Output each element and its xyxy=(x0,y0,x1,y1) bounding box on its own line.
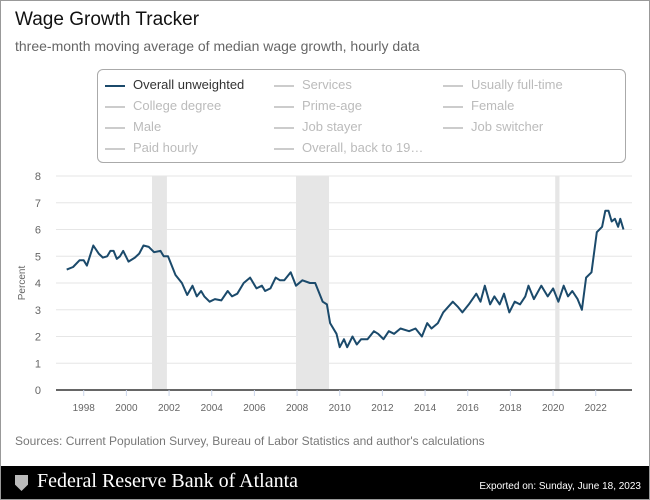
line-chart: 0 1 2 3 4 5 6 7 8 1998 2000 2002 2004 2006 2008 2010 201… xyxy=(17,171,632,414)
legend-item[interactable]: Usually full-time xyxy=(443,77,563,92)
legend-item[interactable]: Paid hourly xyxy=(105,140,198,155)
legend-swatch xyxy=(443,126,463,129)
legend-swatch xyxy=(443,105,463,108)
x-tick-label: 2014 xyxy=(414,403,437,414)
x-tick-label: 2020 xyxy=(542,403,565,414)
legend-label: Overall unweighted xyxy=(133,77,245,92)
x-tick-label: 2010 xyxy=(329,403,352,414)
y-tick-label: 8 xyxy=(35,171,41,183)
x-tick-label: 1998 xyxy=(73,403,96,414)
legend-label: College degree xyxy=(133,98,222,113)
legend-item[interactable]: Male xyxy=(105,119,161,134)
x-tick-label: 2016 xyxy=(457,403,480,414)
legend-swatch xyxy=(274,105,294,108)
x-tick-label: 2004 xyxy=(201,403,224,414)
legend-label: Prime-age xyxy=(302,98,362,113)
legend-label: Overall, back to 19… xyxy=(302,140,424,155)
legend-label: Usually full-time xyxy=(471,77,563,92)
legend-swatch xyxy=(443,84,463,87)
y-tick-label: 1 xyxy=(35,358,41,370)
legend-item[interactable]: Job stayer xyxy=(274,119,362,134)
legend-swatch xyxy=(105,147,125,150)
legend-label: Female xyxy=(471,98,515,113)
legend-label: Services xyxy=(302,77,352,92)
legend-item[interactable]: Overall, back to 19… xyxy=(274,140,423,155)
y-tick-label: 0 xyxy=(35,385,41,397)
legend-label: Job switcher xyxy=(471,119,544,134)
legend-swatch xyxy=(274,147,294,150)
legend-swatch xyxy=(105,84,125,87)
legend-swatch xyxy=(105,105,125,108)
legend-label: Paid hourly xyxy=(133,140,199,155)
y-axis-label: Percent xyxy=(17,266,28,301)
y-tick-label: 7 xyxy=(35,198,41,210)
exported-date: Exported on: Sunday, June 18, 2023 xyxy=(479,481,641,492)
x-tick-label: 2000 xyxy=(115,403,138,414)
chart-title: Wage Growth Tracker xyxy=(15,9,200,30)
legend-swatch xyxy=(274,84,294,87)
x-tick-label: 2006 xyxy=(243,403,266,414)
sources-note: Sources: Current Population Survey, Bure… xyxy=(15,434,485,448)
legend-item[interactable]: Female xyxy=(443,98,514,113)
x-tick-label: 2008 xyxy=(286,403,309,414)
y-tick-label: 2 xyxy=(35,332,41,344)
y-tick-label: 6 xyxy=(35,225,41,237)
legend-label: Job stayer xyxy=(302,119,362,134)
fed-logo-text: Federal Reserve Bank of Atlanta xyxy=(37,470,299,492)
x-tick-label: 2002 xyxy=(158,403,181,414)
legend-item[interactable]: Prime-age xyxy=(274,98,362,113)
x-tick-label: 2018 xyxy=(499,403,522,414)
y-tick-label: 5 xyxy=(35,251,41,263)
legend-swatch xyxy=(105,126,125,129)
y-tick-label: 3 xyxy=(35,305,41,317)
legend-item[interactable]: Job switcher xyxy=(443,119,543,134)
fed-eagle-logo-icon xyxy=(15,475,28,491)
legend-swatch xyxy=(274,126,294,129)
legend-item[interactable]: College degree xyxy=(105,98,221,113)
chart-subtitle: three-month moving average of median wag… xyxy=(15,38,420,54)
series-line-overall-unweighted xyxy=(66,209,625,349)
x-tick-label: 2022 xyxy=(585,403,608,414)
legend-label: Male xyxy=(133,119,162,134)
y-tick-label: 4 xyxy=(35,278,41,290)
footer: Federal Reserve Bank of Atlanta Exported… xyxy=(1,466,649,499)
x-tick-label: 2012 xyxy=(371,403,394,414)
legend: Overall unweighted Services Usually full-t… xyxy=(97,69,626,163)
legend-item[interactable]: Overall unweighted xyxy=(105,77,244,92)
legend-item[interactable]: Services xyxy=(274,77,352,92)
